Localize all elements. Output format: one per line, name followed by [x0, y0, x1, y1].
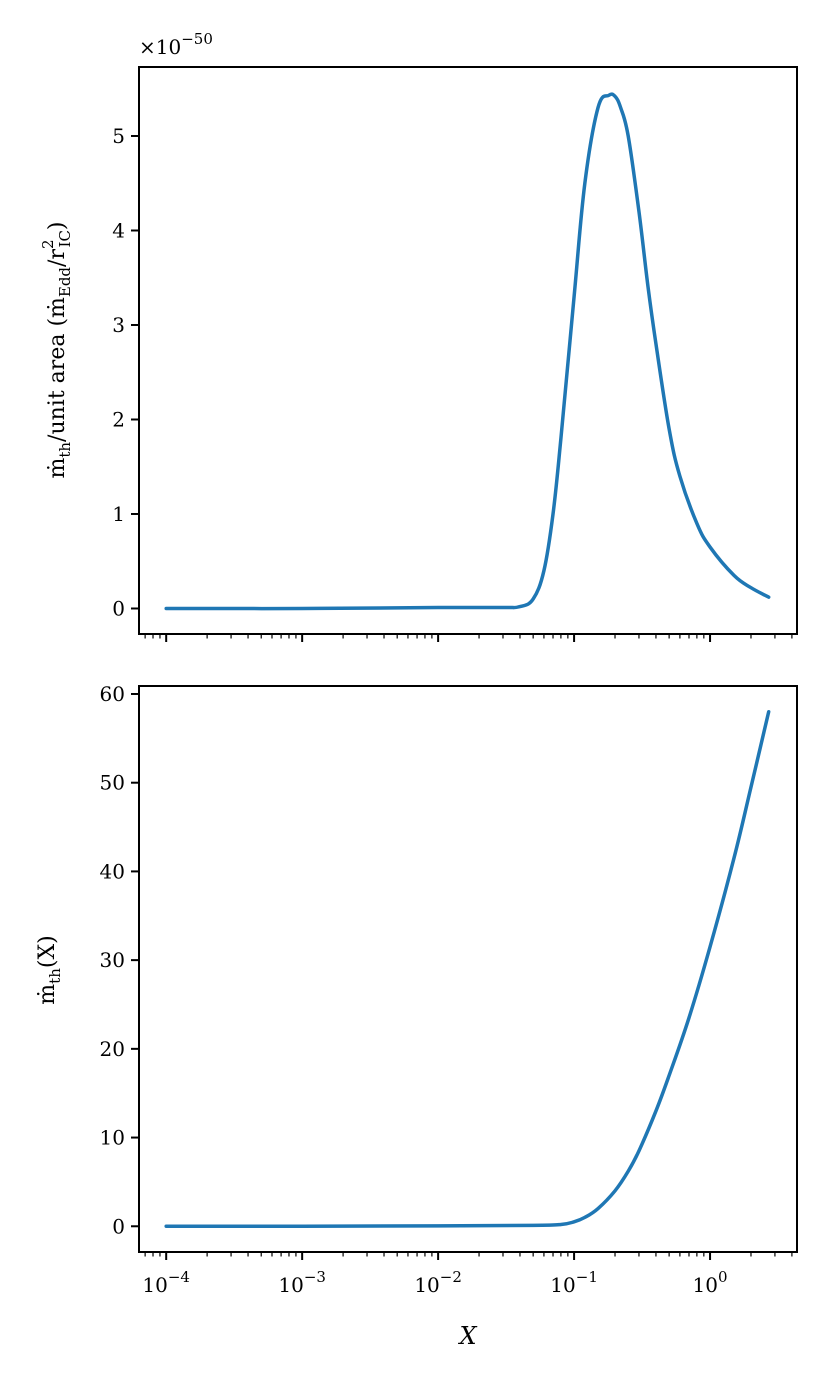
x-tick-label: 10−4: [142, 1268, 190, 1297]
bottom-chart-panel: 0 10 20 30 40 50 60 10−4 10−3 10−2 10−1 100 ṁth(X)…: [35, 682, 798, 1350]
bottom-axis-ticks: [131, 692, 793, 1260]
top-offset-label: ×10−50: [139, 30, 213, 59]
bottom-x-tick-labels: 10−4 10−3 10−2 10−1 100: [142, 1268, 727, 1297]
x-tick-label: 10−3: [278, 1268, 326, 1297]
bottom-series-line: [164, 709, 771, 1229]
bottom-y-tick-label: 10: [100, 1126, 125, 1150]
x-tick-label: 10−1: [550, 1268, 598, 1297]
top-y-tick-label: 2: [112, 407, 125, 431]
x-axis-label: X: [457, 1322, 477, 1350]
bottom-y-tick-labels: 0 10 20 30 40 50 60: [100, 682, 125, 1238]
x-tick-label: 100: [693, 1268, 728, 1297]
bottom-y-tick-label: 30: [100, 948, 125, 972]
bottom-y-tick-label: 0: [112, 1214, 125, 1238]
top-y-tick-label: 3: [112, 313, 125, 337]
top-plot-frame: [138, 66, 798, 635]
top-y-tick-label: 0: [112, 596, 125, 620]
top-axis-ticks: [131, 134, 793, 642]
top-chart-panel: 0 1 2 3 4 5 ×10−50 ṁth/unit area (ṁEdd/r2IC): [39, 30, 798, 642]
top-y-tick-labels: 0 1 2 3 4 5: [112, 124, 125, 620]
top-y-tick-label: 1: [112, 502, 125, 526]
bottom-plot-frame: [138, 685, 798, 1253]
x-tick-label: 10−2: [414, 1268, 462, 1297]
top-series-line: [164, 92, 771, 611]
bottom-y-tick-label: 50: [100, 771, 125, 795]
top-y-tick-label: 4: [112, 218, 125, 242]
bottom-y-axis-label: ṁth(X): [35, 935, 64, 1004]
bottom-y-tick-label: 20: [100, 1037, 125, 1061]
bottom-y-tick-label: 60: [100, 682, 125, 706]
top-y-axis-label: ṁth/unit area (ṁEdd/r2IC): [39, 221, 74, 478]
top-y-tick-label: 5: [112, 124, 125, 148]
bottom-y-tick-label: 40: [100, 859, 125, 883]
